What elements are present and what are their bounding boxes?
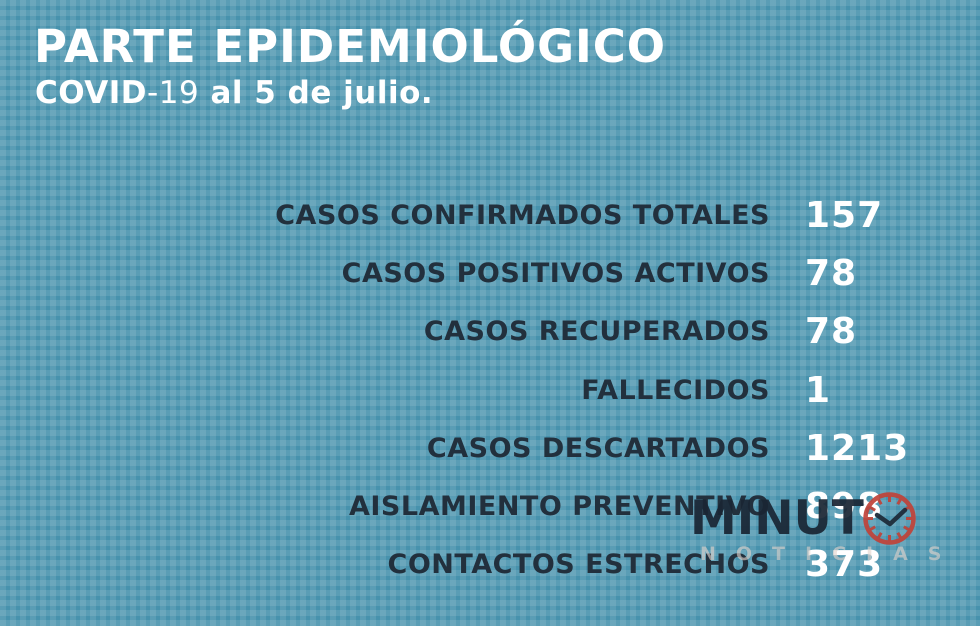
stat-label: CASOS RECUPERADOS [423,316,770,348]
page-title: PARTE EPIDEMIOLÓGICO [34,20,667,73]
stat-value: 898 [805,486,884,528]
stat-row: CASOS CONFIRMADOS TOTALES 157 [0,186,980,244]
subtitle-19: -19 [147,75,200,111]
stat-row: CASOS POSITIVOS ACTIVOS 78 [0,244,980,302]
subtitle-covid: COVID [35,75,148,111]
stat-row: FALLECIDOS 1 [0,361,980,419]
stats-list: CASOS CONFIRMADOS TOTALES 157 CASOS POSI… [0,186,980,594]
stat-label: CASOS DESCARTADOS [426,432,770,464]
stat-value: 1213 [805,427,910,469]
stat-value: 78 [805,311,858,353]
stat-label: CASOS POSITIVOS ACTIVOS [341,257,770,289]
page-subtitle: COVID-19 al 5 de julio. [35,75,433,111]
stat-label: FALLECIDOS [581,374,770,406]
stat-row: AISLAMIENTO PREVENTIVO 898 [0,477,980,535]
stat-label: AISLAMIENTO PREVENTIVO [348,491,770,523]
subtitle-date: al 5 de julio. [199,75,434,111]
stat-label: CASOS CONFIRMADOS TOTALES [275,199,770,231]
stat-value: 78 [805,252,858,294]
stat-row: CASOS RECUPERADOS 78 [0,303,980,361]
stat-value: 373 [805,544,884,586]
stat-value: 157 [805,194,884,236]
stat-label: CONTACTOS ESTRECHOS [387,549,770,581]
stat-row: CONTACTOS ESTRECHOS 373 [0,536,980,594]
stat-value: 1 [805,369,832,411]
stat-row: CASOS DESCARTADOS 1213 [0,419,980,477]
